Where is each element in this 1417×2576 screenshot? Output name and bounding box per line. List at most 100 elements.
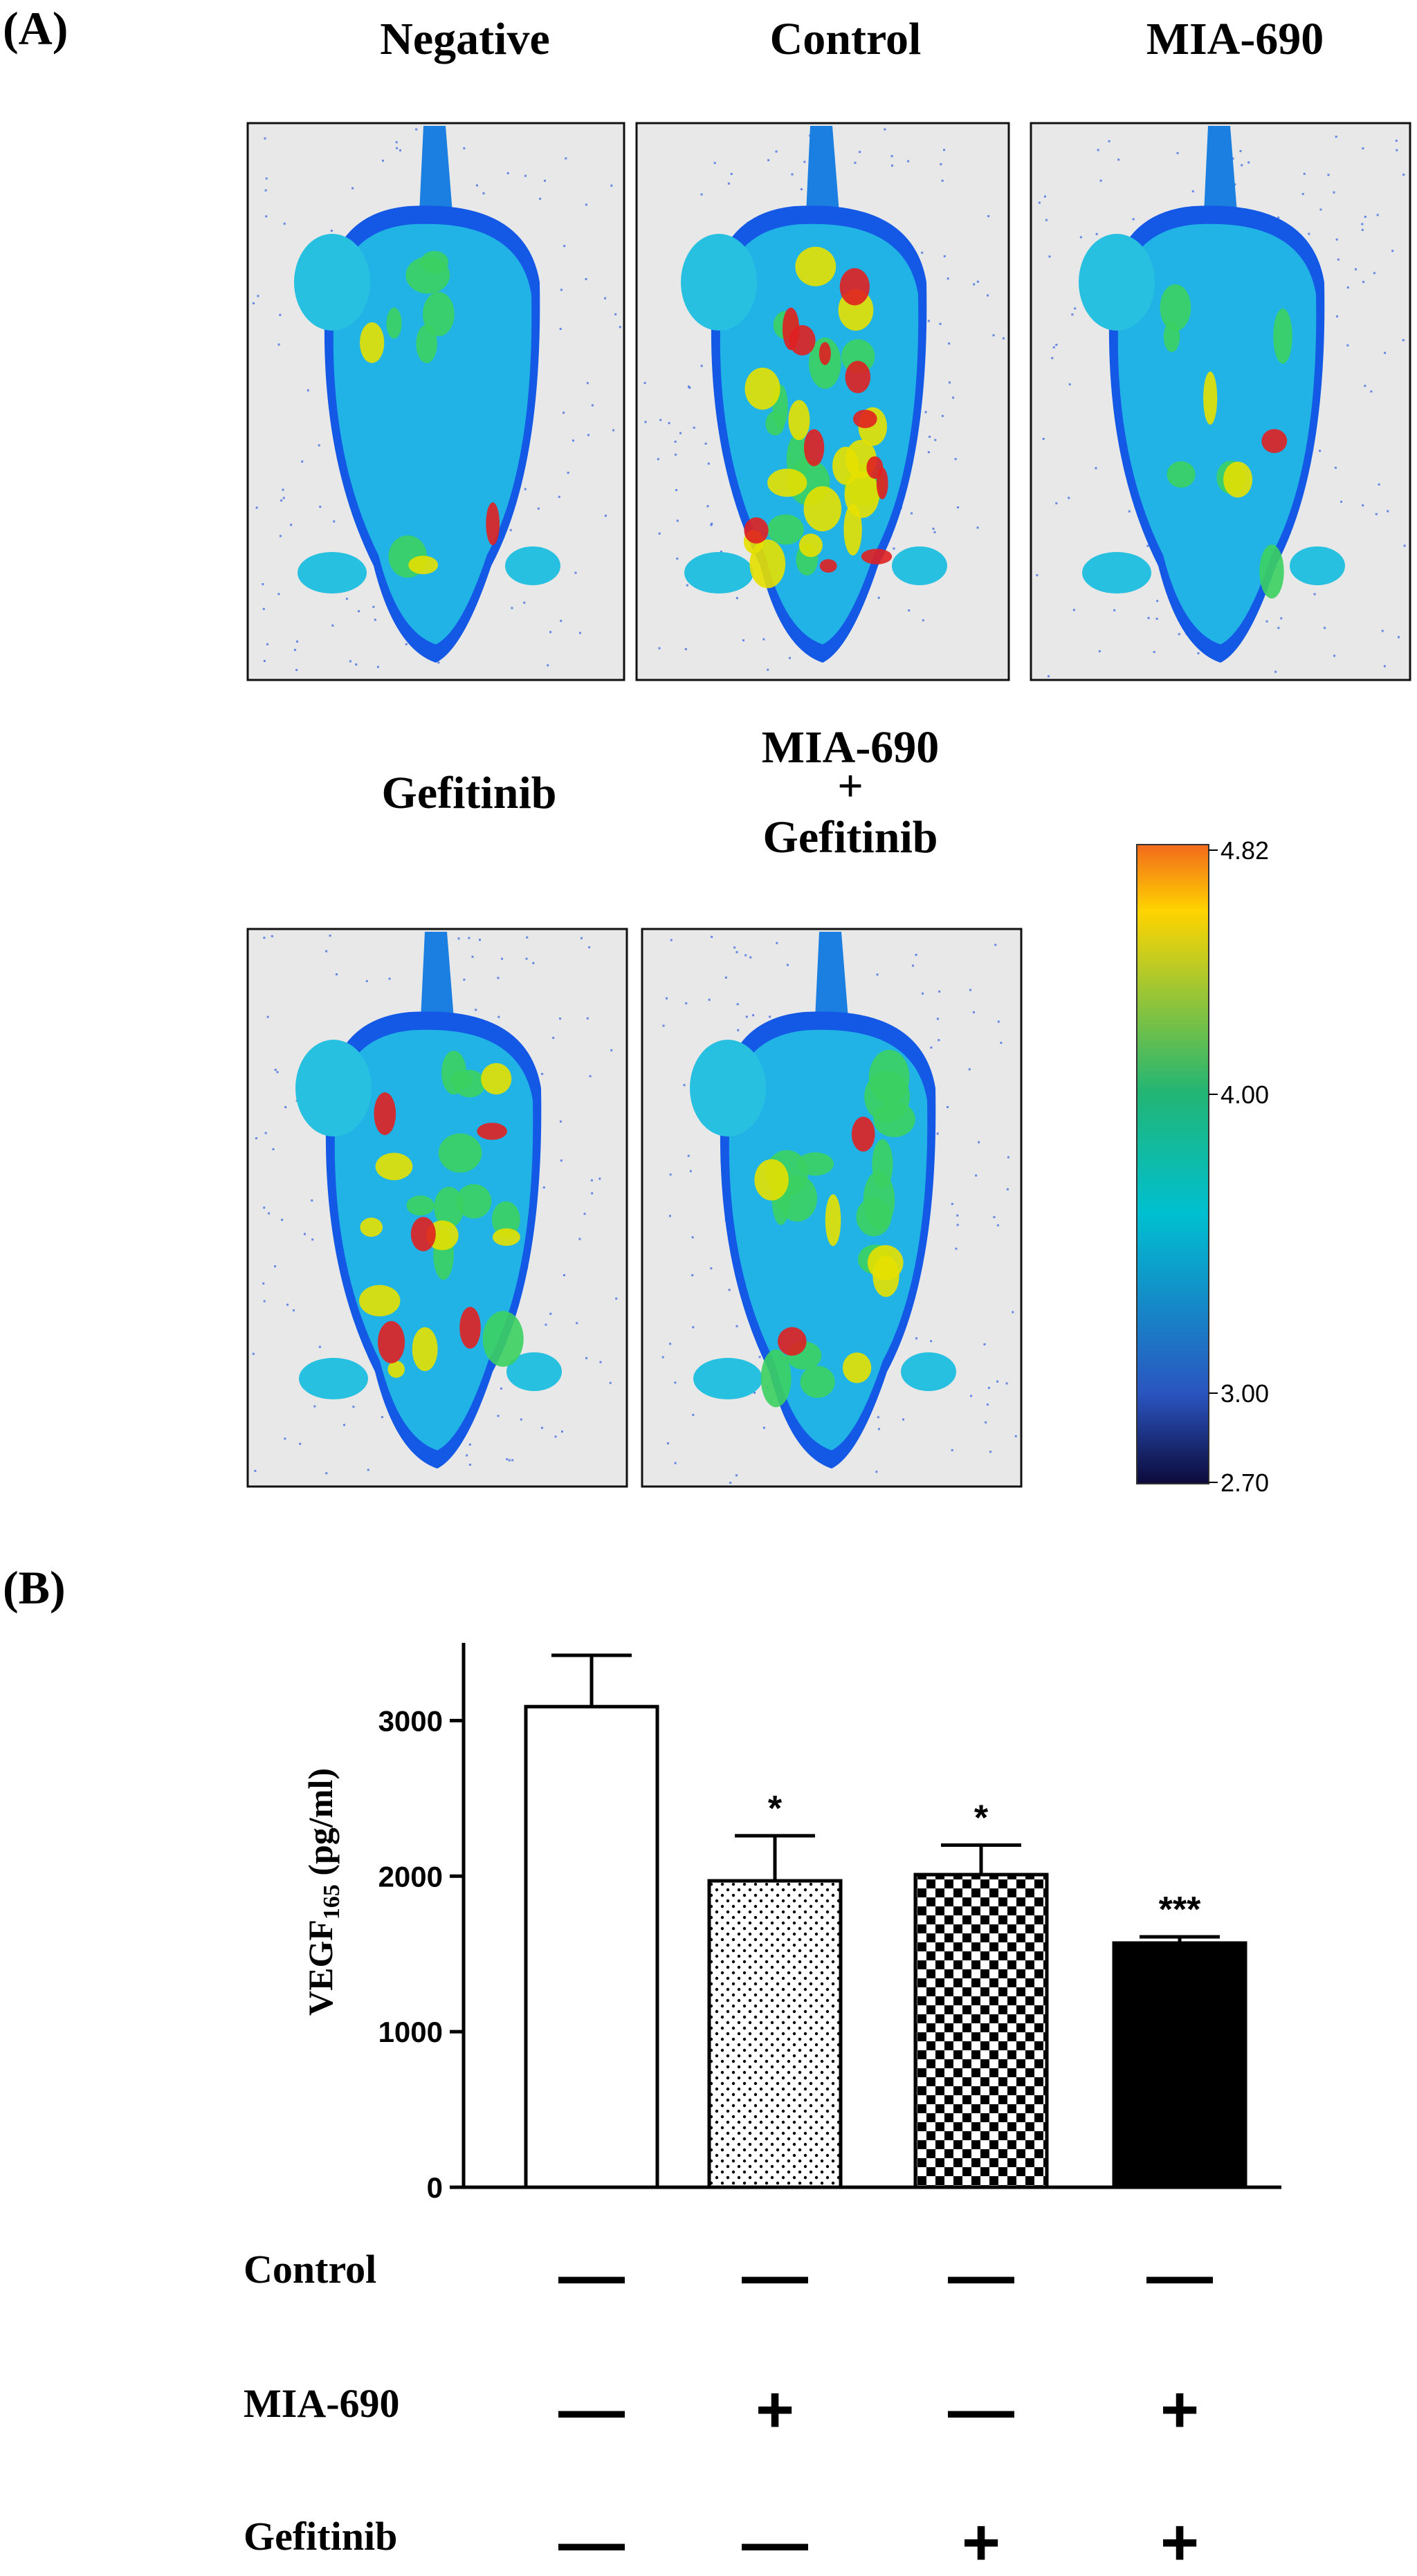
heat-spot	[481, 1062, 512, 1095]
mouse-tail	[419, 126, 452, 213]
y-tick-label: 2000	[378, 1860, 443, 1893]
noise-speck	[1232, 157, 1234, 160]
noise-speck	[549, 631, 552, 634]
noise-speck	[475, 184, 478, 187]
noise-speck	[987, 1386, 990, 1389]
noise-speck	[587, 434, 590, 436]
heat-spot	[872, 1139, 893, 1189]
noise-speck	[1308, 232, 1310, 235]
colorbar-label-max: 4.82	[1221, 836, 1269, 865]
noise-speck	[1334, 466, 1337, 469]
noise-speck	[674, 1462, 677, 1464]
noise-speck	[986, 294, 989, 297]
noise-speck	[1000, 1042, 1003, 1045]
noise-speck	[876, 973, 879, 976]
noise-speck	[319, 506, 322, 508]
noise-speck	[588, 946, 591, 948]
noise-speck	[987, 214, 990, 217]
heat-spot	[819, 342, 831, 365]
mouse-image-control	[635, 122, 1010, 681]
heat-spot	[1203, 371, 1218, 425]
noise-speck	[1277, 217, 1280, 219]
noise-speck	[791, 173, 794, 176]
noise-speck	[463, 147, 466, 149]
noise-speck	[1045, 219, 1048, 221]
noise-speck	[691, 1236, 694, 1239]
noise-speck	[996, 1224, 999, 1226]
noise-speck	[943, 255, 946, 257]
noise-speck	[720, 550, 722, 553]
noise-speck	[475, 1009, 477, 1011]
noise-speck	[859, 151, 861, 154]
noise-speck	[567, 471, 569, 474]
noise-speck	[1335, 238, 1338, 241]
noise-speck	[735, 950, 738, 953]
noise-speck	[775, 150, 778, 153]
image-title-control: Control	[770, 14, 922, 64]
noise-speck	[545, 1323, 547, 1326]
noise-speck	[744, 954, 747, 957]
noise-speck	[994, 944, 997, 946]
row-label-control: Control	[244, 2247, 376, 2292]
noise-speck	[911, 964, 914, 967]
mouse-tail	[421, 932, 454, 1019]
noise-speck	[299, 1442, 302, 1445]
noise-speck	[938, 1039, 940, 1042]
noise-speck	[365, 979, 368, 982]
heat-spot	[767, 468, 807, 497]
noise-speck	[1324, 627, 1326, 629]
noise-speck	[644, 421, 647, 423]
y-tick-label: 1000	[378, 2016, 443, 2048]
noise-speck	[266, 643, 268, 645]
noise-speck	[800, 188, 803, 191]
noise-speck	[591, 404, 594, 407]
noise-speck	[532, 962, 535, 964]
noise-speck	[668, 422, 670, 425]
noise-speck	[563, 245, 566, 248]
noise-speck	[956, 1224, 959, 1226]
heat-spot	[375, 1152, 413, 1181]
noise-speck	[1071, 313, 1074, 316]
noise-speck	[558, 495, 560, 498]
mouse-limb	[1290, 546, 1345, 585]
noise-speck	[585, 203, 587, 206]
heat-spot	[800, 1365, 835, 1398]
mouse-limb	[901, 1352, 956, 1391]
noise-speck	[574, 571, 577, 574]
noise-speck	[277, 343, 280, 346]
noise-speck	[501, 957, 504, 960]
noise-speck	[296, 640, 299, 643]
noise-speck	[951, 1448, 953, 1451]
noise-speck	[661, 1356, 664, 1359]
treatment-sign: —	[742, 2505, 808, 2576]
noise-speck	[560, 288, 563, 291]
noise-speck	[758, 1356, 761, 1359]
noise-speck	[252, 1352, 255, 1355]
noise-speck	[1362, 281, 1365, 284]
noise-speck	[776, 941, 778, 944]
noise-speck	[688, 387, 691, 389]
noise-speck	[657, 458, 659, 461]
noise-speck	[1068, 497, 1070, 499]
heat-spot	[864, 1071, 911, 1123]
heat-spot	[842, 1352, 872, 1383]
noise-speck	[468, 1463, 471, 1466]
heat-spot	[438, 1133, 482, 1173]
heat-spot	[486, 502, 500, 546]
noise-speck	[561, 1430, 564, 1433]
noise-speck	[1280, 617, 1283, 620]
noise-speck	[1153, 651, 1155, 654]
heat-spot	[803, 486, 842, 532]
noise-speck	[877, 1416, 879, 1419]
y-tick-label: 3000	[378, 1704, 443, 1737]
noise-speck	[955, 1247, 958, 1250]
bar	[707, 1879, 843, 2189]
noise-speck	[930, 1340, 933, 1343]
noise-speck	[674, 1381, 677, 1384]
noise-speck	[263, 660, 266, 663]
noise-speck	[252, 302, 255, 304]
noise-speck	[706, 505, 709, 508]
noise-speck	[345, 598, 348, 600]
noise-speck	[730, 172, 733, 175]
